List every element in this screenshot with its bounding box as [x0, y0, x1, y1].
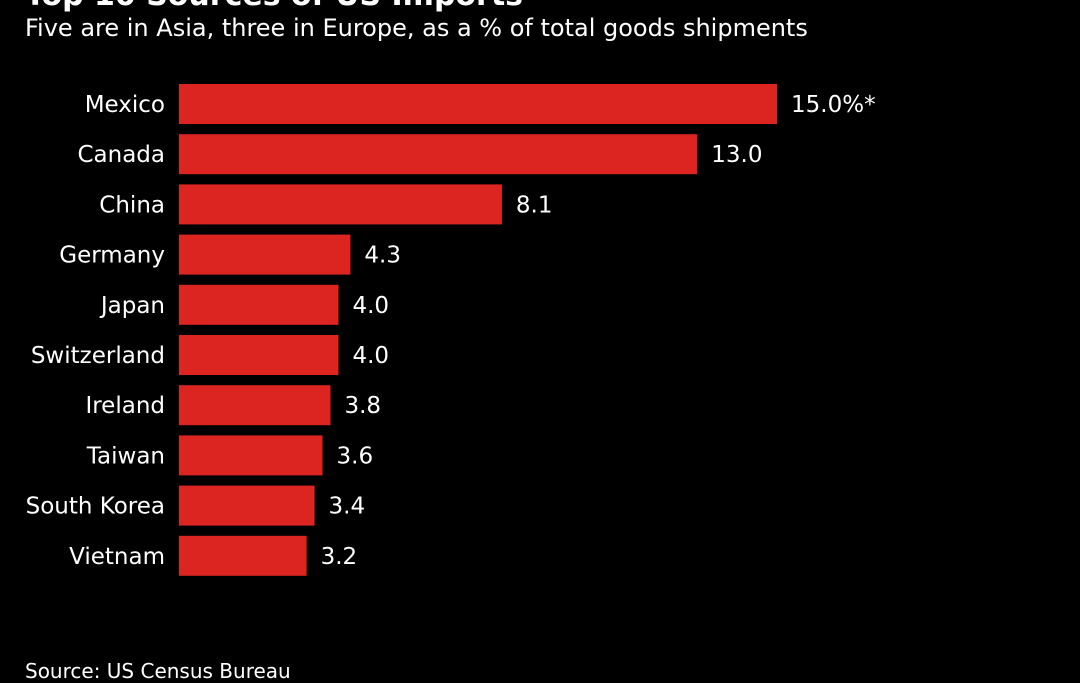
value-label: 3.6 [337, 443, 374, 469]
category-label: Ireland [85, 393, 165, 419]
value-label: 8.1 [516, 192, 553, 218]
value-label: 4.0 [352, 293, 389, 319]
value-label: 3.8 [344, 393, 381, 419]
category-label: Switzerland [31, 343, 165, 369]
value-label: 4.0 [352, 343, 389, 369]
value-label: 13.0 [711, 142, 762, 168]
chart-subtitle: Five are in Asia, three in Europe, as a … [25, 14, 808, 42]
source-note: Source: US Census Bureau [25, 659, 291, 683]
value-label: 15.0%* [791, 92, 876, 118]
value-label: 4.3 [364, 243, 401, 269]
bar [179, 134, 698, 175]
chart-title: Top 10 Sources of US Imports [25, 0, 523, 13]
category-label: Germany [59, 243, 165, 269]
bar [179, 385, 331, 426]
category-label: Japan [99, 293, 165, 319]
bar [179, 535, 307, 576]
category-label: Canada [77, 142, 165, 168]
bar [179, 435, 323, 476]
category-label: Mexico [85, 92, 165, 118]
category-label: Taiwan [86, 443, 165, 469]
category-label: China [99, 192, 165, 218]
bar [179, 84, 777, 124]
value-label: 3.2 [321, 544, 358, 570]
bar [179, 485, 315, 526]
bar [179, 234, 351, 275]
category-label: South Korea [26, 494, 165, 520]
bar-chart: Mexico 15.0%* Canada 13.0 China 8.1 Germany 4.3… [26, 84, 876, 576]
value-label: 3.4 [329, 494, 366, 520]
category-label: Vietnam [69, 544, 165, 570]
bar [179, 335, 339, 375]
bar [179, 184, 502, 225]
bar [179, 284, 339, 325]
